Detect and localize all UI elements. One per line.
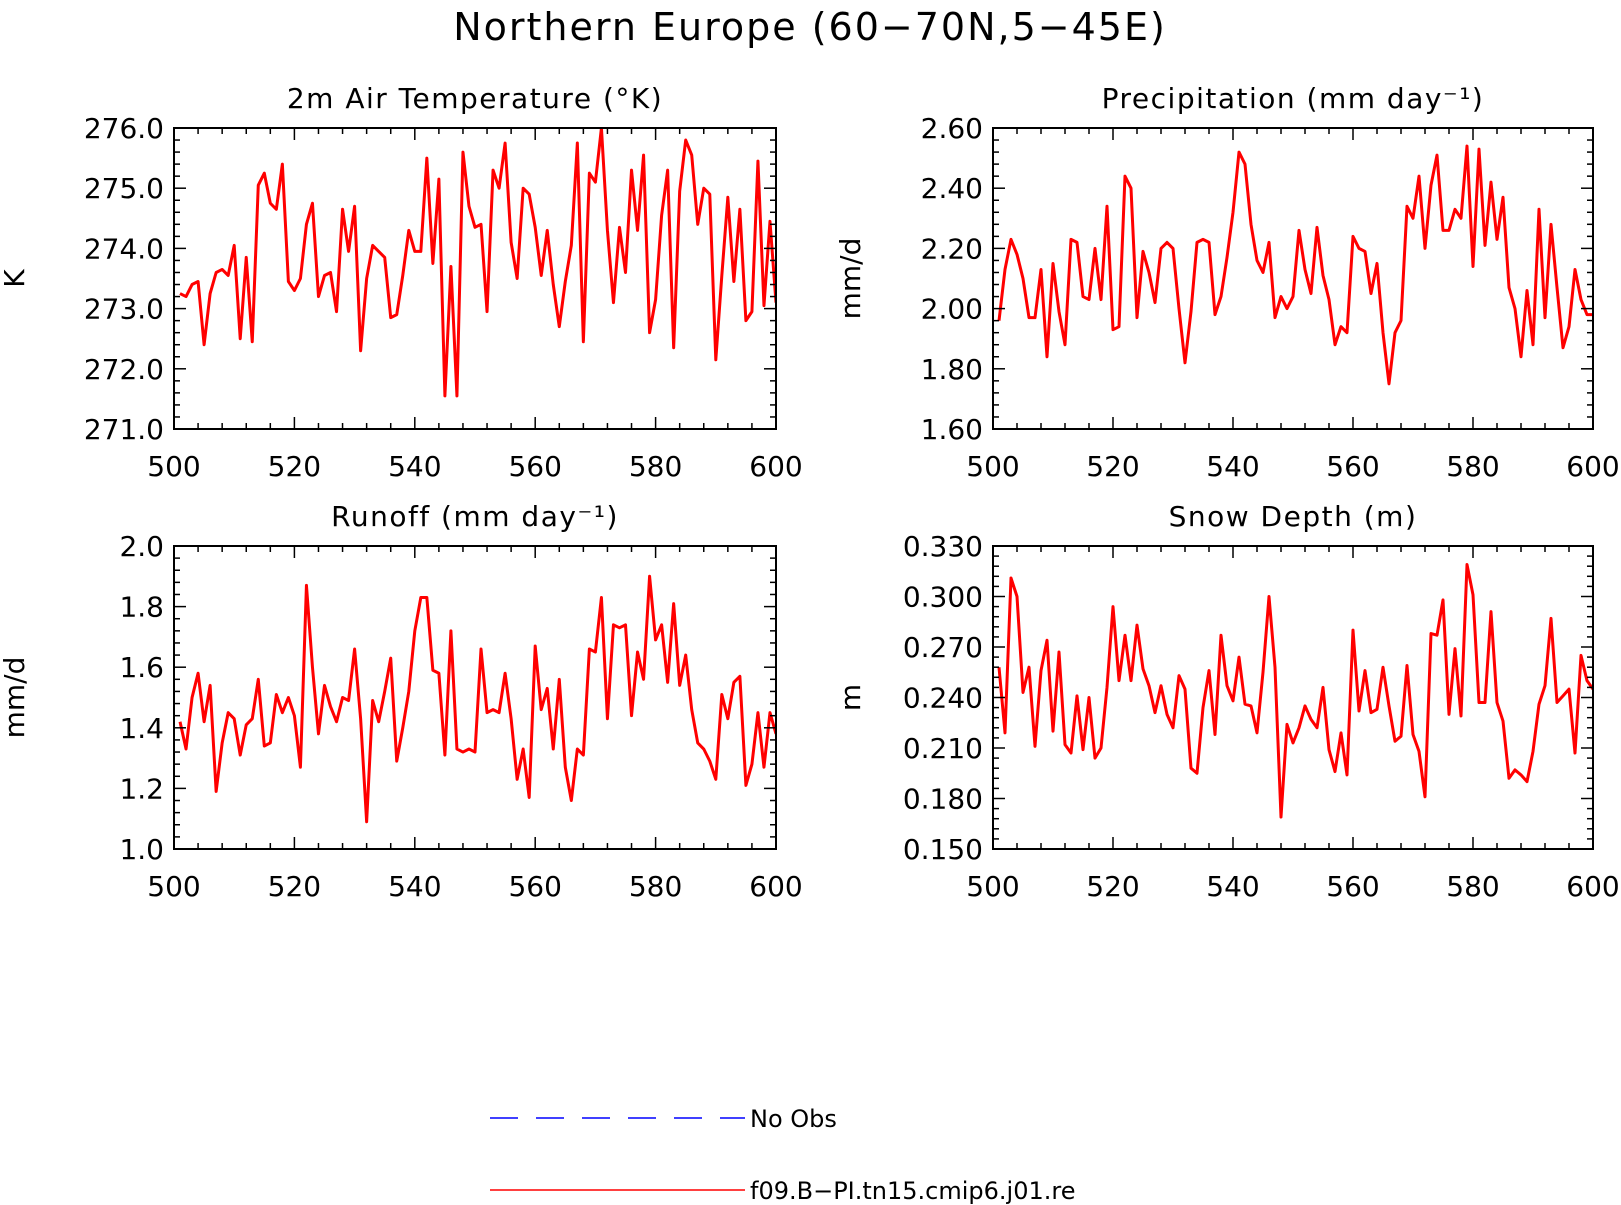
y-tick-label-precipitation: 2.20 [921, 232, 983, 265]
y-tick-label-runoff: 1.4 [119, 712, 164, 745]
y-tick-label-runoff: 1.6 [119, 651, 164, 684]
plot-frame-air-temperature [173, 127, 777, 430]
x-tick-label-precipitation: 560 [1326, 450, 1379, 483]
x-tick-label-air-temperature: 580 [629, 450, 682, 483]
y-axis-label-runoff: mm/d [0, 657, 31, 739]
x-tick-label-snow-depth: 540 [1206, 870, 1259, 903]
panel-snow-depth: Snow Depth (m) m 500 520 540 560 580 600 0.150 0.… [834, 500, 1620, 903]
y-tick-label-air-temperature: 276.0 [84, 112, 164, 145]
x-tick-label-runoff: 600 [749, 870, 802, 903]
y-tick-label-air-temperature: 271.0 [84, 413, 164, 446]
y-tick-label-runoff: 2.0 [119, 530, 164, 563]
series-line-runoff-0 [178, 574, 776, 824]
y-axis-label-snow-depth: m [834, 684, 867, 711]
series-line-precipitation-0 [997, 144, 1593, 386]
y-tick-label-precipitation: 2.40 [921, 172, 983, 205]
panel-precipitation: Precipitation (mm day⁻¹) mm/d 500 520 540 560… [834, 82, 1620, 483]
panel-title-air-temperature: 2m Air Temperature (°K) [287, 82, 663, 115]
x-tick-label-air-temperature: 540 [388, 450, 441, 483]
x-tick-label-runoff: 580 [629, 870, 682, 903]
x-tick-label-precipitation: 520 [1086, 450, 1139, 483]
figure-title: Northern Europe (60−70N,5−45E) [453, 5, 1167, 49]
y-tick-label-air-temperature: 274.0 [84, 232, 164, 265]
y-tick-label-precipitation: 2.60 [921, 112, 983, 145]
x-tick-label-precipitation: 500 [966, 450, 1019, 483]
y-tick-label-air-temperature: 275.0 [84, 172, 164, 205]
series-line-snow-depth-0 [997, 563, 1593, 819]
x-tick-label-snow-depth: 580 [1446, 870, 1499, 903]
x-tick-label-air-temperature: 520 [268, 450, 321, 483]
x-tick-label-precipitation: 540 [1206, 450, 1259, 483]
x-tick-label-runoff: 520 [268, 870, 321, 903]
panel-title-snow-depth: Snow Depth (m) [1169, 500, 1418, 533]
y-tick-label-snow-depth: 0.210 [903, 732, 983, 765]
y-tick-label-runoff: 1.0 [119, 833, 164, 866]
panel-title-precipitation: Precipitation (mm day⁻¹) [1102, 82, 1485, 115]
y-axis-label-precipitation: mm/d [834, 238, 867, 320]
y-tick-label-snow-depth: 0.270 [903, 631, 983, 664]
panel-title-runoff: Runoff (mm day⁻¹) [331, 500, 619, 533]
y-tick-label-runoff: 1.2 [119, 772, 164, 805]
x-tick-label-runoff: 560 [508, 870, 561, 903]
y-tick-label-precipitation: 2.00 [921, 293, 983, 326]
x-tick-label-snow-depth: 520 [1086, 870, 1139, 903]
y-axis-label-air-temperature: K [0, 269, 31, 288]
y-tick-label-air-temperature: 273.0 [84, 293, 164, 326]
x-tick-label-precipitation: 600 [1566, 450, 1619, 483]
x-tick-label-precipitation: 580 [1446, 450, 1499, 483]
plot-frame-runoff [173, 545, 777, 850]
x-tick-label-snow-depth: 560 [1326, 870, 1379, 903]
x-tick-label-snow-depth: 600 [1566, 870, 1619, 903]
chart-panels: 2m Air Temperature (°K) K 500 520 540 560 580 6… [0, 82, 1620, 903]
series-line-air-temperature-0 [179, 128, 776, 398]
x-tick-label-air-temperature: 500 [147, 450, 200, 483]
x-tick-label-snow-depth: 500 [966, 870, 1019, 903]
y-tick-label-air-temperature: 272.0 [84, 353, 164, 386]
y-tick-label-precipitation: 1.60 [921, 413, 983, 446]
legend-label-no-obs: No Obs [750, 1105, 837, 1133]
panel-runoff: Runoff (mm day⁻¹) mm/d 500 520 540 560 580 600 1… [0, 500, 803, 903]
y-tick-label-precipitation: 1.80 [921, 353, 983, 386]
y-tick-label-snow-depth: 0.300 [903, 581, 983, 614]
y-tick-label-runoff: 1.8 [119, 591, 164, 624]
x-tick-label-air-temperature: 560 [508, 450, 561, 483]
panel-air-temperature: 2m Air Temperature (°K) K 500 520 540 560 580 6… [0, 82, 803, 483]
plot-frame-precipitation [992, 127, 1594, 430]
plot-frame-snow-depth [992, 545, 1594, 850]
x-tick-label-air-temperature: 600 [749, 450, 802, 483]
y-tick-label-snow-depth: 0.150 [903, 833, 983, 866]
y-tick-label-snow-depth: 0.330 [903, 530, 983, 563]
legend: No Obs f09.B−PI.tn15.cmip6.j01.re [490, 1105, 1075, 1205]
y-tick-label-snow-depth: 0.240 [903, 682, 983, 715]
legend-label-model: f09.B−PI.tn15.cmip6.j01.re [750, 1177, 1075, 1205]
x-tick-label-runoff: 540 [388, 870, 441, 903]
x-tick-label-runoff: 500 [147, 870, 200, 903]
y-tick-label-snow-depth: 0.180 [903, 783, 983, 816]
